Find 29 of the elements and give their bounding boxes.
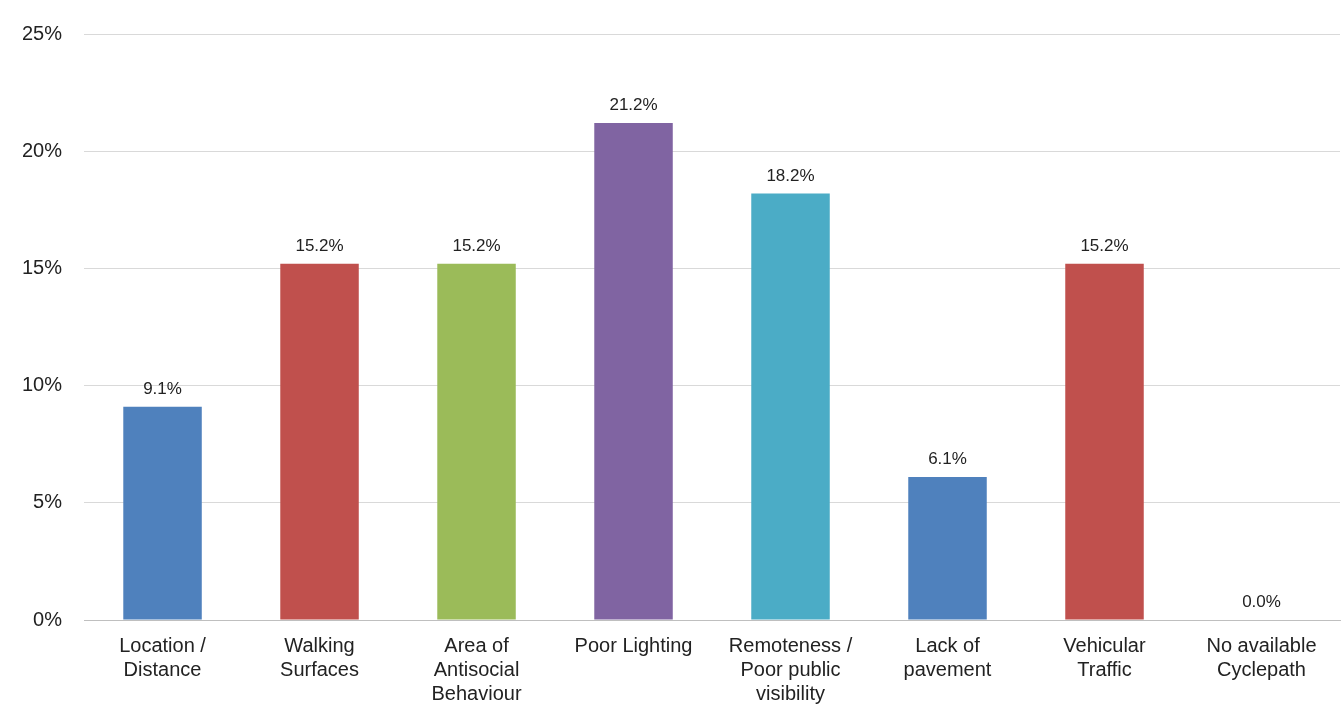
data-label: 15.2% (295, 235, 344, 255)
bar (280, 263, 359, 620)
y-tick-label: 25% (22, 21, 63, 44)
x-tick-label: Remoteness / Poor public visibility (728, 633, 853, 704)
data-label: 9.1% (143, 378, 182, 398)
bar (594, 123, 673, 620)
data-label: 0.0% (1242, 592, 1281, 612)
bar (437, 263, 516, 620)
data-label: 15.2% (452, 235, 501, 255)
y-tick-label: 0% (33, 607, 63, 630)
bar (123, 406, 202, 620)
y-tick-label: 20% (22, 138, 63, 161)
data-label: 21.2% (609, 95, 658, 115)
bar (751, 193, 830, 620)
x-tick-label: Area of Antisocial Behaviour (431, 633, 522, 704)
x-tick-label: Walking Surfaces (280, 633, 359, 680)
x-tick-label: Location / Distance (119, 633, 207, 680)
y-tick-label: 15% (22, 255, 63, 278)
bar (1065, 263, 1144, 620)
bar (908, 477, 987, 620)
x-tick-label: No available Cyclepath (1206, 633, 1317, 680)
x-tick-label: Vehicular Traffic (1063, 633, 1146, 680)
y-tick-label: 10% (22, 373, 63, 396)
data-label: 15.2% (1080, 235, 1129, 255)
data-label: 18.2% (766, 165, 815, 185)
x-tick-label: Poor Lighting (574, 633, 693, 656)
data-label: 6.1% (928, 449, 967, 469)
y-tick-label: 5% (33, 490, 63, 513)
x-tick-label: Lack of pavement (903, 633, 992, 680)
